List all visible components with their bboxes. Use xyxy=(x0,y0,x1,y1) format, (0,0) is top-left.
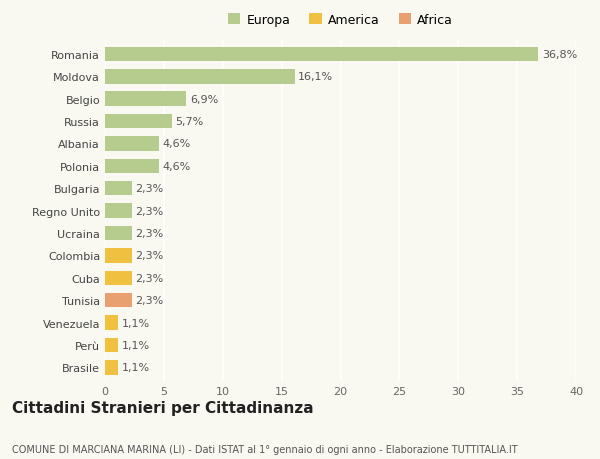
Text: 2,3%: 2,3% xyxy=(136,229,164,239)
Bar xyxy=(105,293,132,308)
Text: 4,6%: 4,6% xyxy=(163,162,191,172)
Legend: Europa, America, Africa: Europa, America, Africa xyxy=(223,9,458,32)
Bar xyxy=(105,226,132,241)
Text: 2,3%: 2,3% xyxy=(136,206,164,216)
Text: 4,6%: 4,6% xyxy=(163,139,191,149)
Text: COMUNE DI MARCIANA MARINA (LI) - Dati ISTAT al 1° gennaio di ogni anno - Elabora: COMUNE DI MARCIANA MARINA (LI) - Dati IS… xyxy=(12,444,518,454)
Bar xyxy=(105,181,132,196)
Text: 2,3%: 2,3% xyxy=(136,273,164,283)
Text: 1,1%: 1,1% xyxy=(121,363,149,373)
Bar xyxy=(105,271,132,285)
Text: 2,3%: 2,3% xyxy=(136,296,164,306)
Text: Cittadini Stranieri per Cittadinanza: Cittadini Stranieri per Cittadinanza xyxy=(12,400,314,415)
Bar xyxy=(105,159,159,174)
Bar xyxy=(105,204,132,218)
Bar xyxy=(105,70,295,84)
Bar xyxy=(105,249,132,263)
Text: 16,1%: 16,1% xyxy=(298,72,333,82)
Text: 5,7%: 5,7% xyxy=(176,117,204,127)
Bar xyxy=(105,47,538,62)
Text: 1,1%: 1,1% xyxy=(121,318,149,328)
Bar xyxy=(105,92,186,106)
Text: 6,9%: 6,9% xyxy=(190,95,218,104)
Bar xyxy=(105,360,118,375)
Text: 1,1%: 1,1% xyxy=(121,340,149,350)
Bar xyxy=(105,114,172,129)
Bar xyxy=(105,316,118,330)
Bar xyxy=(105,137,159,151)
Bar xyxy=(105,338,118,353)
Text: 2,3%: 2,3% xyxy=(136,184,164,194)
Text: 2,3%: 2,3% xyxy=(136,251,164,261)
Text: 36,8%: 36,8% xyxy=(542,50,577,60)
